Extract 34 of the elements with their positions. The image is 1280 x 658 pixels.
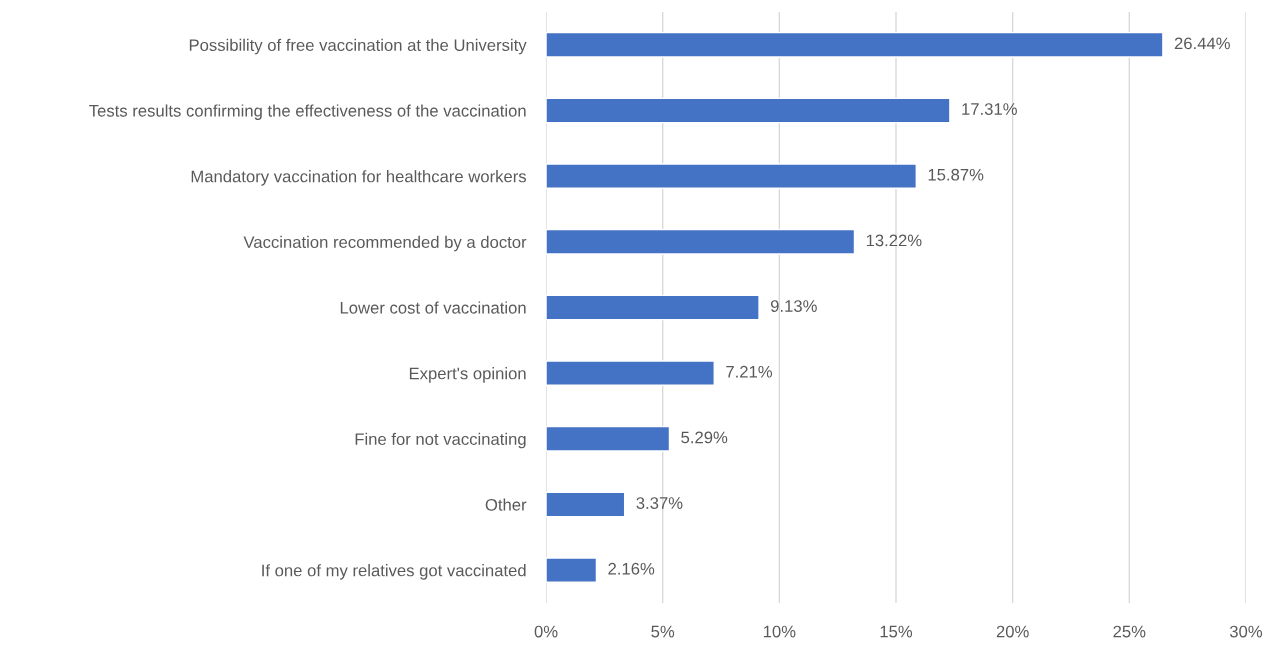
x-tick-label: 30% bbox=[1229, 625, 1263, 638]
y-tick-label: Mandatory vaccination for healthcare workers bbox=[191, 170, 527, 186]
y-tick-label: Fine for not vaccinating bbox=[355, 432, 526, 449]
bar bbox=[546, 491, 626, 518]
x-tick-label: 20% bbox=[996, 625, 1029, 638]
x-tick-label: 5% bbox=[651, 625, 675, 638]
x-tick-label: 10% bbox=[763, 625, 796, 638]
bar bbox=[546, 557, 598, 584]
y-tick-label: Other bbox=[485, 498, 527, 511]
y-tick-label: Expert's opinion bbox=[409, 367, 526, 383]
data-label: 17.31% bbox=[962, 103, 1017, 115]
bar bbox=[546, 425, 671, 452]
data-label: 26.44% bbox=[1174, 37, 1230, 50]
y-tick-label: Possibility of free vaccination at the University bbox=[189, 38, 527, 55]
y-tick-label: If one of my relatives got vaccinated bbox=[262, 564, 526, 580]
bar bbox=[546, 97, 951, 124]
bar bbox=[546, 228, 856, 255]
bar bbox=[546, 31, 1164, 58]
data-label: 3.37% bbox=[636, 497, 683, 509]
x-tick-label: 15% bbox=[880, 625, 913, 638]
data-label: 5.29% bbox=[681, 431, 728, 444]
bar bbox=[546, 163, 917, 189]
x-tick-label: 0% bbox=[534, 625, 558, 638]
y-tick-label: Tests results confirming the effectiveness of the vaccination bbox=[89, 104, 526, 120]
data-label: 7.21% bbox=[726, 365, 773, 378]
data-label: 2.16% bbox=[608, 562, 655, 575]
data-label: 9.13% bbox=[770, 300, 817, 312]
bar bbox=[546, 360, 715, 386]
data-label: 13.22% bbox=[866, 234, 922, 247]
data-label: 15.87% bbox=[928, 168, 984, 181]
y-tick-label: Vaccination recommended by a doctor bbox=[243, 235, 527, 252]
bar bbox=[546, 294, 760, 321]
y-tick-label: Lower cost of vaccination bbox=[340, 301, 526, 314]
x-tick-label: 25% bbox=[1113, 625, 1146, 638]
